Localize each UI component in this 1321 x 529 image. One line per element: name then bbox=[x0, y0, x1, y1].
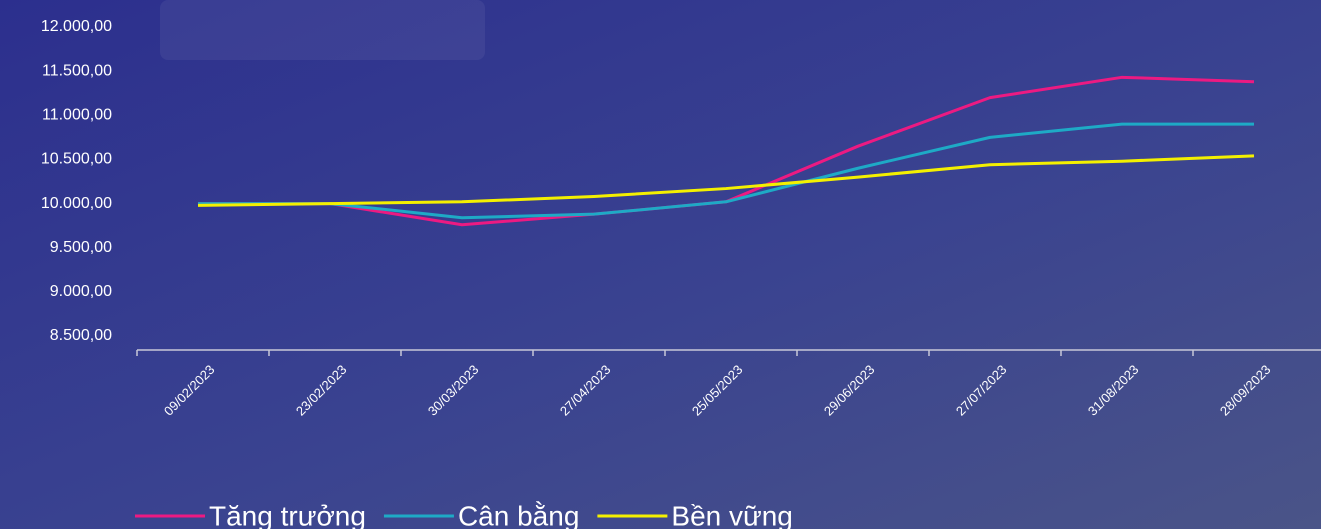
y-tick-label: 12.000,00 bbox=[41, 18, 112, 35]
y-tick-label: 9.000,00 bbox=[50, 283, 112, 300]
y-tick-label: 11.500,00 bbox=[42, 62, 112, 79]
legend-label: Tăng trưởng bbox=[209, 500, 366, 529]
y-tick-label: 8.500,00 bbox=[50, 327, 112, 344]
legend-label: Cân bằng bbox=[458, 500, 579, 529]
legend-label: Bền vững bbox=[671, 500, 793, 529]
y-tick-label: 10.000,00 bbox=[41, 195, 112, 212]
y-tick-label: 11.000,00 bbox=[42, 107, 112, 124]
y-tick-label: 9.500,00 bbox=[50, 239, 112, 256]
series-line bbox=[197, 154, 1255, 207]
y-tick-label: 10.500,00 bbox=[41, 151, 112, 168]
background-shape bbox=[160, 0, 485, 60]
series-line bbox=[198, 122, 1254, 220]
